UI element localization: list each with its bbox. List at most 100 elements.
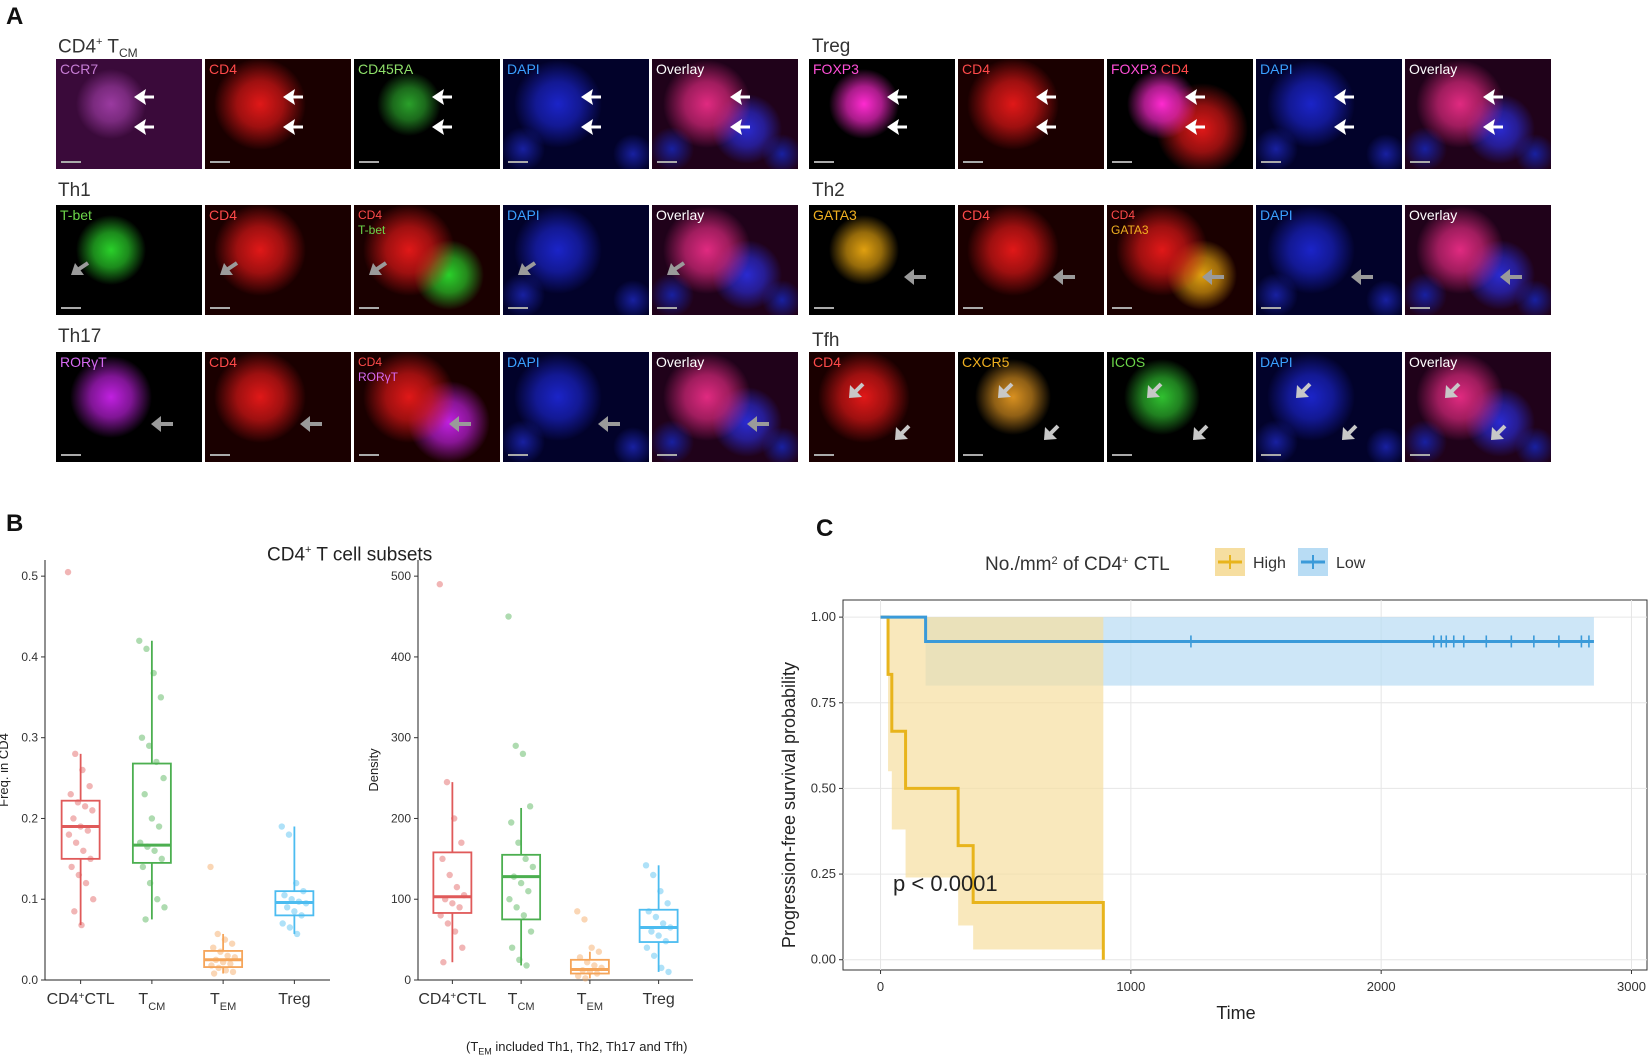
arrow-icon (849, 382, 911, 440)
data-point (158, 855, 165, 863)
data-point (222, 967, 230, 974)
y-tick-label: 500 (391, 569, 411, 583)
channel-label: CD4 GATA3 (1111, 208, 1149, 238)
data-point (214, 930, 221, 938)
data-point (278, 823, 285, 830)
channel-label: CD4 (209, 62, 237, 77)
data-point (224, 952, 231, 959)
data-point (650, 871, 657, 879)
data-point (436, 581, 443, 588)
data-point (210, 970, 218, 977)
data-point (527, 928, 535, 935)
scale-bar (814, 161, 834, 163)
scale-bar (814, 454, 834, 456)
channel-label: Overlay (656, 62, 704, 77)
scale-bar (210, 307, 230, 309)
y-tick-label: 200 (391, 811, 411, 825)
channel-label: CCR7 (60, 62, 98, 77)
data-point (154, 896, 161, 903)
data-point (65, 831, 73, 838)
x-tick-label: CD4+CTL (47, 991, 115, 1009)
channel-label: Overlay (656, 208, 704, 223)
group-title-tcm: CD4+ TCM (58, 36, 138, 61)
micrograph-th17-rorγt: RORγT (56, 352, 202, 462)
data-point (80, 847, 87, 854)
scale-bar (61, 307, 81, 309)
data-point (574, 908, 581, 915)
box (432, 851, 473, 914)
data-point (82, 879, 90, 887)
y-tick-label: 300 (391, 731, 411, 745)
arrow-icon (1500, 269, 1522, 285)
arrow-icon (887, 89, 907, 135)
data-point (72, 750, 79, 758)
x-tick-label: 2000 (1367, 979, 1396, 994)
legend-item-high: High (1215, 548, 1286, 576)
group-title-th2: Th2 (812, 180, 845, 201)
y-tick-label: 0.2 (21, 811, 38, 825)
arrow-icon (449, 416, 471, 432)
group-title-treg: Treg (812, 36, 851, 57)
panel-label-b: B (6, 510, 24, 537)
data-point (659, 920, 667, 927)
micrograph-th1-dapi: DAPI (503, 205, 649, 315)
channel-name: CD4 (358, 208, 383, 222)
data-point (529, 863, 537, 871)
scale-bar (61, 161, 81, 163)
data-point (78, 921, 85, 929)
channel-name: Overlay (656, 354, 705, 370)
channel-name: FOXP3 (1111, 61, 1157, 77)
channel-name: CD4 (209, 354, 238, 370)
data-point (505, 613, 512, 620)
scale-bar (359, 307, 379, 309)
survival-curve: No./mm2 of CD4+ CTL High Low p < 0.0001 0.00… (779, 548, 1648, 1023)
y-tick-label: 0.75 (811, 695, 836, 710)
data-point (145, 742, 153, 749)
group-title-th1: Th1 (58, 180, 91, 201)
panel-label-a: A (6, 3, 24, 30)
box (60, 799, 101, 860)
micrograph-th1-cd4-t-bet: CD4 T-bet (354, 205, 500, 315)
y-tick-label: 0.00 (811, 952, 836, 967)
arrow-icon (747, 416, 769, 432)
image-row-tfh: CD4 CXCR5 ICOS DAPI Overlay (809, 352, 1551, 462)
data-point (139, 863, 147, 871)
data-point (229, 968, 237, 976)
micrograph-treg-foxp3-cd4: FOXP3 CD4 (1107, 59, 1253, 169)
channel-name: DAPI (507, 354, 540, 370)
scale-bar (814, 307, 834, 309)
data-point (138, 734, 146, 741)
channel-label: CD4 RORγT (358, 355, 398, 385)
channel-name: Overlay (1409, 354, 1458, 370)
data-point (291, 908, 298, 915)
data-point (285, 831, 293, 838)
arrow-icon (904, 269, 926, 285)
box (569, 958, 610, 975)
data-point (643, 944, 651, 951)
data-point (142, 916, 149, 923)
micrograph-tfh-cd4: CD4 (809, 352, 955, 462)
channel-name: Overlay (1409, 61, 1458, 77)
channel-name: T-bet (60, 207, 92, 223)
data-point (520, 912, 528, 919)
arrow-icon (1351, 269, 1373, 285)
channel-label: RORγT (60, 355, 107, 370)
channel-label: DAPI (507, 355, 540, 370)
scale-bar (963, 307, 983, 309)
ci-band-high (880, 617, 1104, 950)
channel-label: CD4 (962, 208, 990, 223)
y-tick-label: 0.1 (21, 892, 38, 906)
data-point (456, 904, 463, 911)
scale-bar (1261, 161, 1281, 163)
scale-bar (61, 454, 81, 456)
micrograph-treg-cd4: CD4 (958, 59, 1104, 169)
panel-label-c: C (816, 515, 834, 542)
scale-bar (963, 161, 983, 163)
arrow-icon (283, 89, 303, 135)
scale-bar (359, 161, 379, 163)
data-point (515, 839, 522, 846)
image-row-tcm: CCR7 CD4 CD45RA DAPI Overlay (56, 59, 798, 169)
channel-name: DAPI (507, 207, 540, 223)
scale-bar (1112, 161, 1132, 163)
data-point (439, 855, 446, 863)
